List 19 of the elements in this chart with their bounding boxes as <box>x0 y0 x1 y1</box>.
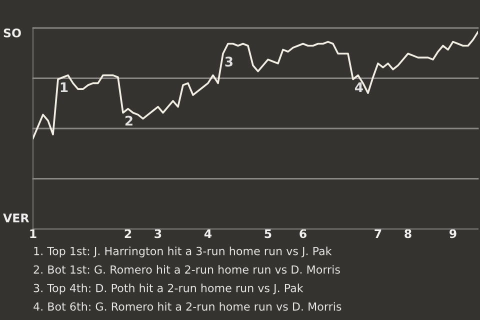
annotation: 1 <box>60 82 68 92</box>
annotation: 4 <box>354 82 363 92</box>
x-tick-label: 3 <box>154 229 162 238</box>
x-tick-label: 2 <box>124 229 132 238</box>
annotation: 3 <box>225 56 233 67</box>
text: 1. Top 1st: J. Harrington hit a 3-run home run vs J. Pak <box>34 246 332 258</box>
text: 4. Bot 6th: G. Romero hit a 2-run home run vs D. Morris <box>34 302 342 311</box>
text: 3. Top 4th: D. Poth hit a 2-run home run vs J. Pak <box>34 284 304 294</box>
text: 2. Bot 1st: G. Romero hit a 2-run home run vs D. Morris <box>34 265 340 274</box>
x-tick-label: 4 <box>204 229 212 238</box>
x-tick-label: 9 <box>450 229 456 238</box>
text: VER <box>3 214 30 222</box>
text: SO <box>4 28 21 38</box>
x-tick-label: 5 <box>264 229 272 238</box>
x-tick-label: 8 <box>404 229 412 238</box>
annotation: 2 <box>125 116 132 126</box>
x-tick-label: 1 <box>30 229 36 238</box>
x-tick-label: 6 <box>300 229 306 238</box>
x-tick-label: 7 <box>374 229 382 238</box>
